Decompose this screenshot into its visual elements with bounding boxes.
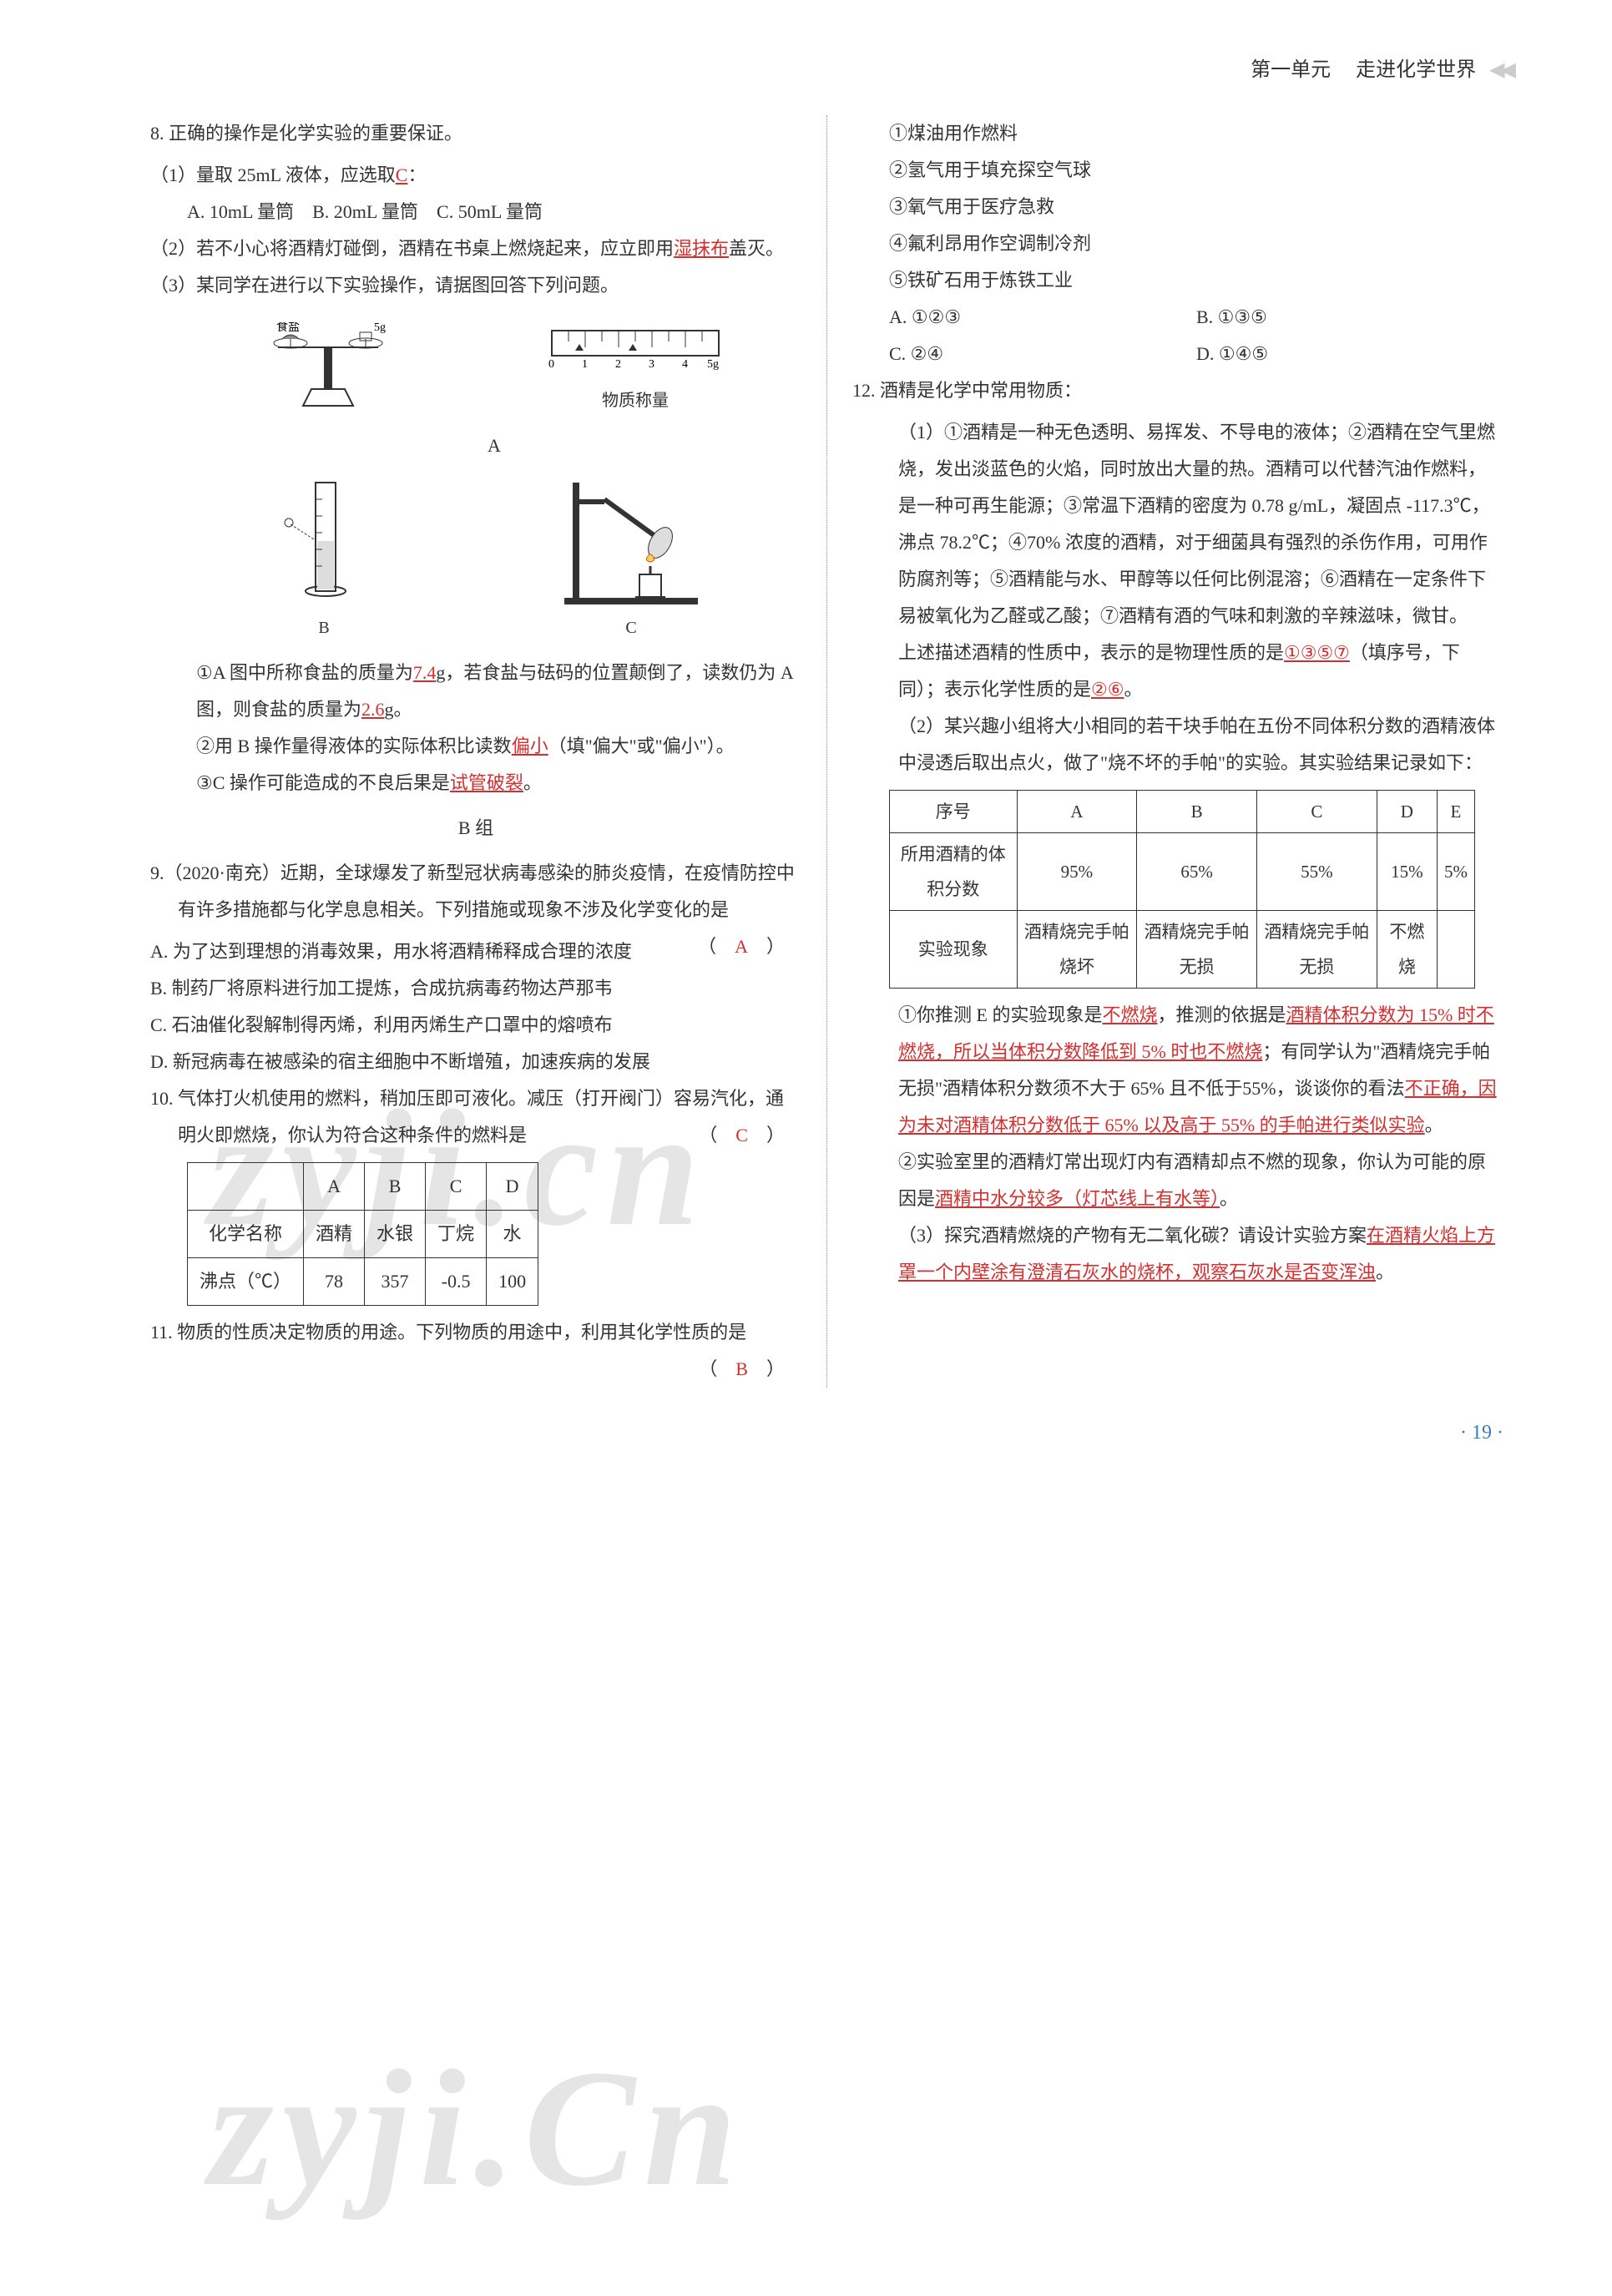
q8-c1-ans2: 2.6: [361, 699, 385, 720]
q12-table: 序号 A B C D E 所用酒精的体积分数 95% 65% 55% 15% 5…: [889, 790, 1475, 989]
header-decoration: [1481, 59, 1512, 81]
q11-o1: ①煤油用作燃料: [852, 115, 1503, 152]
right-column: ①煤油用作燃料 ②氢气用于填充探空气球 ③氧气用于医疗急救 ④氟利昂用作空调制冷…: [827, 115, 1529, 1388]
q9-answer: A: [735, 936, 748, 957]
svg-text:5g: 5g: [707, 358, 719, 371]
q12-stem: 12. 酒精是化学中常用物质：: [852, 372, 1503, 409]
figure-balance: 食盐 5g: [261, 322, 395, 417]
q12-c1-ans1: 不燃烧: [1102, 1004, 1157, 1025]
q11-row-ab: A. ①②③ B. ①③⑤: [852, 299, 1503, 336]
svg-text:2: 2: [615, 358, 621, 371]
salt-text: 食盐: [276, 322, 300, 334]
q8-p1-answer: C: [396, 164, 408, 185]
q9-optB: B. 制药厂将原料进行加工提炼，合成抗病毒药物达芦那韦: [150, 970, 801, 1007]
q12-c1: ①你推测 E 的实验现象是不燃烧，推测的依据是酒精体积分数为 15% 时不燃烧，…: [852, 997, 1503, 1144]
q11-answer: B: [735, 1358, 748, 1379]
q8-part3: （3）某同学在进行以下实验操作，请据图回答下列问题。: [150, 267, 801, 304]
q9-optD: D. 新冠病毒在被感染的宿主细胞中不断增殖，加速疾病的发展: [150, 1044, 801, 1080]
q11-o3: ③氧气用于医疗急救: [852, 189, 1503, 225]
q11-stem: 11. 物质的性质决定物质的用途。下列物质的用途中，利用其化学性质的是 （ B …: [150, 1314, 801, 1351]
q8-c2-ans: 偏小: [512, 736, 548, 756]
left-column: 8. 正确的操作是化学实验的重要保证。 （1）量取 25mL 液体，应选取C： …: [125, 115, 827, 1388]
q8-figures-row1: 食盐 5g 0 1 2 3 4: [150, 314, 801, 417]
q9-optC: C. 石油催化裂解制得丙烯，利用丙烯生产口罩中的熔喷布: [150, 1007, 801, 1044]
q12-p1q: 上述描述酒精的性质中，表示的是物理性质的是①③⑤⑦（填序号，下同）；表示化学性质…: [852, 635, 1503, 708]
q12-p1: （1）①酒精是一种无色透明、易挥发、不导电的液体；②酒精在空气里燃烧，发出淡蓝色…: [852, 414, 1503, 635]
svg-text:5g: 5g: [374, 322, 386, 334]
q12-p1-ans2: ②⑥: [1091, 679, 1124, 700]
q8-c3: ③C 操作可能造成的不良后果是试管破裂。: [150, 765, 801, 802]
q8-stem: 8. 正确的操作是化学实验的重要保证。: [150, 115, 801, 152]
q8-figures-row2: B C: [150, 474, 801, 645]
q12-c2-ans: 酒精中水分较多（灯芯线上有水等）: [935, 1188, 1220, 1209]
q8-part2: （2）若不小心将酒精灯碰倒，酒精在书桌上燃烧起来，应立即用湿抹布盖灭。: [150, 230, 801, 267]
q8-c3-ans: 试管破裂: [450, 772, 523, 793]
q10-table: A B C D 化学名称 酒精 水银 丁烷 水 沸点（℃） 78 357 -0.…: [187, 1162, 538, 1306]
q8-c2: ②用 B 操作量得液体的实际体积比读数偏小（填"偏大"或"偏小"）。: [150, 728, 801, 765]
q11-o5: ⑤铁矿石用于炼铁工业: [852, 262, 1503, 299]
q11-o2: ②氢气用于填充探空气球: [852, 152, 1503, 189]
svg-text:4: 4: [682, 358, 688, 371]
page-number: 19: [125, 1413, 1529, 1453]
q11-row-cd: C. ②④ D. ①④⑤: [852, 336, 1503, 372]
q11-o4: ④氟利昂用作空调制冷剂: [852, 225, 1503, 262]
page-header: 第一单元 走进化学世界: [125, 50, 1529, 90]
q9-stem: 9.（2020·南充）近期，全球爆发了新型冠状病毒感染的肺炎疫情，在疫情防控中有…: [150, 855, 801, 928]
figure-ruler: 0 1 2 3 4 5g 物质称量: [543, 314, 727, 417]
q12-p1-ans1: ①③⑤⑦: [1284, 642, 1350, 663]
group-b-label: B 组: [150, 810, 801, 847]
unit-title: 走进化学世界: [1356, 59, 1476, 81]
figure-heating: C: [556, 474, 706, 645]
q12-p2: （2）某兴趣小组将大小相同的若干块手帕在五份不同体积分数的酒精液体中浸透后取出点…: [852, 708, 1503, 781]
q12-p3: （3）探究酒精燃烧的产物有无二氧化碳？请设计实验方案在酒精火焰上方罩一个内壁涂有…: [852, 1217, 1503, 1291]
figure-cylinder: B: [282, 474, 366, 645]
figA-label: A: [150, 427, 801, 464]
svg-text:0: 0: [548, 358, 554, 371]
q12-c2: ②实验室里的酒精灯常出现灯内有酒精却点不燃的现象，你认为可能的原因是酒精中水分较…: [852, 1144, 1503, 1217]
q8-c1-ans1: 7.4: [413, 662, 437, 683]
q10-answer: C: [735, 1125, 748, 1145]
svg-text:3: 3: [649, 358, 654, 371]
q8-p1-options: A. 10mL 量筒 B. 20mL 量筒 C. 50mL 量筒: [150, 194, 801, 230]
svg-text:1: 1: [582, 358, 588, 371]
q8-c1: ①A 图中所称食盐的质量为7.4g，若食盐与砝码的位置颠倒了，读数仍为 A 图，…: [150, 655, 801, 728]
q8-p2-answer: 湿抹布: [674, 238, 729, 259]
q8-part1: （1）量取 25mL 液体，应选取C：: [150, 157, 801, 194]
q10-stem: 10. 气体打火机使用的燃料，稍加压即可液化。减压（打开阀门）容易汽化，通明火即…: [150, 1080, 801, 1154]
unit-label: 第一单元: [1251, 59, 1331, 81]
